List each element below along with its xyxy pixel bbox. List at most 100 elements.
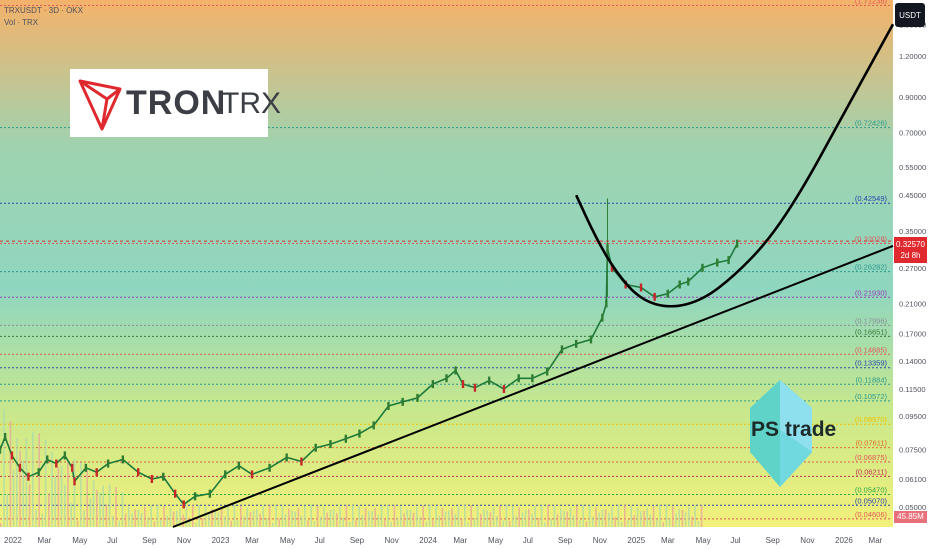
time-tick-label: Sep <box>766 536 781 545</box>
volume-bar <box>694 505 696 527</box>
volume-bar <box>211 508 213 527</box>
volume-bar <box>566 511 568 527</box>
volume-bar <box>396 517 399 527</box>
volume-bar <box>457 506 460 527</box>
volume-bar <box>390 522 392 527</box>
volume-bar <box>86 470 88 527</box>
volume-bar <box>160 519 162 527</box>
volume-bar <box>428 505 431 527</box>
price-candle <box>666 289 669 298</box>
price-candle <box>487 376 491 385</box>
volume-bar <box>73 458 76 527</box>
volume-bar <box>486 510 488 527</box>
volume-line[interactable]: Vol · TRX <box>4 18 39 27</box>
volume-bar <box>588 505 591 527</box>
price-candle <box>387 401 390 410</box>
time-tick-label: Jul <box>315 536 325 545</box>
price-candle <box>63 451 67 460</box>
volume-bar <box>179 508 181 527</box>
price-candle <box>237 461 241 470</box>
volume-bar <box>316 505 319 527</box>
volume-bar <box>524 510 527 527</box>
volume-bar <box>278 518 280 527</box>
price-candle <box>716 258 719 267</box>
volume-bar <box>6 494 8 527</box>
volume-bar <box>400 506 402 527</box>
level-label: (0.16651) <box>855 327 888 336</box>
bar-countdown: 2d 8h <box>900 251 921 260</box>
volume-bar <box>118 520 120 527</box>
volume-bar <box>515 516 517 527</box>
volume-bar <box>163 505 165 527</box>
volume-bar <box>131 513 133 527</box>
volume-bar <box>313 521 316 527</box>
volume-bar <box>688 507 690 527</box>
tron-icon <box>78 79 122 131</box>
volume-bar <box>697 521 700 527</box>
support-trendline <box>172 244 894 528</box>
volume-bar <box>371 511 373 527</box>
volume-bar <box>470 505 472 527</box>
volume-bar <box>416 507 418 527</box>
price-candle <box>73 477 76 486</box>
volume-bar <box>576 505 578 527</box>
symbol-line[interactable]: TRXUSDT · 3D · OKX <box>4 6 83 15</box>
volume-bar <box>345 505 348 527</box>
volume-bar <box>473 518 476 527</box>
volume-bar <box>656 519 658 527</box>
price-candle <box>473 383 477 392</box>
volume-bar <box>217 512 220 527</box>
volume-bar <box>675 513 677 527</box>
price-candle <box>358 429 361 438</box>
volume-bar <box>608 513 610 527</box>
price-candle <box>193 492 197 501</box>
price-candle <box>300 457 303 466</box>
current-price-value: 0.32570 <box>896 240 925 249</box>
price-candle <box>182 500 185 509</box>
ps-trade-logo-text: PS trade <box>751 418 837 441</box>
volume-bar <box>326 512 328 527</box>
volume-bar <box>435 505 437 527</box>
price-tick-label: 0.35000 <box>899 227 926 236</box>
currency-unit-button[interactable]: USDT <box>895 3 925 27</box>
volume-bar <box>150 505 152 527</box>
volume-bar <box>553 506 556 527</box>
volume-bar <box>662 522 664 527</box>
price-candle <box>502 384 506 393</box>
volume-bar <box>569 507 572 527</box>
volume-bar <box>201 517 204 527</box>
volume-bar <box>374 508 376 527</box>
volume-bar <box>243 516 245 527</box>
time-tick-label: 2024 <box>419 536 437 545</box>
price-tick-label: 0.11500 <box>899 385 926 394</box>
volume-bar <box>419 516 421 527</box>
time-tick-label: Jul <box>523 536 533 545</box>
cup-curve <box>575 23 895 308</box>
volume-badge: 45.85M <box>894 511 927 523</box>
volume-bar <box>0 523 2 527</box>
time-tick-label: Jul <box>107 536 117 545</box>
volume-bar <box>377 514 380 527</box>
volume-bar <box>409 509 412 527</box>
volume-bar <box>537 517 540 527</box>
volume-bar <box>9 420 12 527</box>
volume-bar <box>672 506 674 527</box>
volume-bar <box>348 522 351 527</box>
volume-bar <box>214 510 216 527</box>
price-tick-label: 0.45000 <box>899 191 926 200</box>
volume-bar <box>406 509 408 527</box>
volume-bar <box>35 509 37 527</box>
price-candle <box>416 393 419 402</box>
level-label: (0.21930) <box>855 288 888 297</box>
volume-bar <box>64 484 66 527</box>
price-candle <box>106 459 110 468</box>
volume-bar <box>678 509 680 527</box>
price-candle <box>701 263 704 272</box>
volume-bar <box>105 504 108 527</box>
volume-bar <box>220 507 223 527</box>
price-tick-label: 0.55000 <box>899 163 926 172</box>
level-label: (0.04606) <box>855 510 888 519</box>
volume-bar <box>492 507 495 527</box>
